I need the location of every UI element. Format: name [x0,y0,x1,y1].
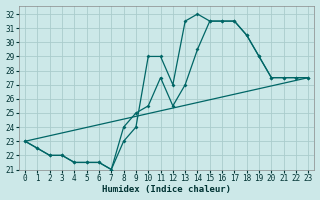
X-axis label: Humidex (Indice chaleur): Humidex (Indice chaleur) [102,185,231,194]
